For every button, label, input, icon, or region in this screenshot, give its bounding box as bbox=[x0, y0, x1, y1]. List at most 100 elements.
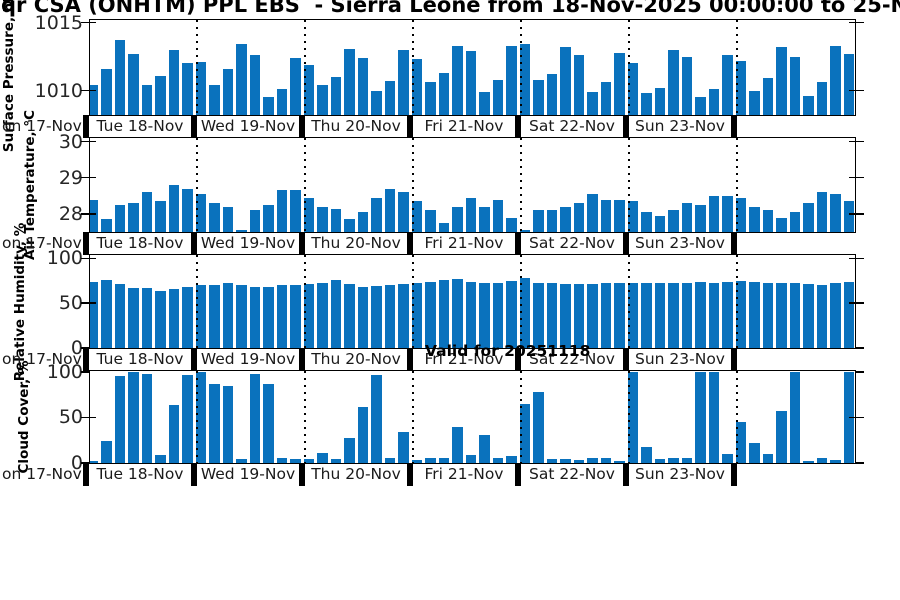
bar bbox=[776, 282, 787, 348]
bar bbox=[749, 281, 760, 348]
bar bbox=[749, 206, 760, 232]
bar bbox=[128, 53, 139, 115]
day-label: Wed 19-Nov bbox=[200, 465, 296, 483]
bar bbox=[843, 201, 855, 232]
bar bbox=[438, 72, 450, 115]
day-label: Wed 19-Nov bbox=[200, 117, 296, 135]
bar bbox=[263, 287, 274, 348]
bar bbox=[411, 59, 423, 115]
axis-tick bbox=[90, 177, 96, 179]
day-label: Thu 20-Nov bbox=[311, 465, 401, 483]
midnight-marker bbox=[623, 115, 629, 138]
subplot-2 bbox=[89, 137, 856, 233]
bar bbox=[384, 285, 396, 348]
bar bbox=[749, 90, 760, 115]
bar bbox=[681, 56, 693, 115]
axis-tick bbox=[849, 416, 855, 419]
bar bbox=[182, 374, 193, 463]
day-boundary-line bbox=[628, 20, 630, 115]
bar bbox=[600, 82, 612, 115]
axis-tick bbox=[849, 177, 855, 179]
bar bbox=[371, 374, 382, 463]
bar bbox=[722, 453, 733, 463]
bar bbox=[276, 285, 288, 348]
bar bbox=[708, 371, 720, 463]
bar bbox=[506, 455, 517, 463]
bar bbox=[398, 432, 409, 463]
midnight-marker bbox=[191, 348, 197, 371]
subplot-3 bbox=[89, 254, 856, 349]
bar bbox=[303, 64, 315, 115]
bar bbox=[357, 406, 369, 463]
bar bbox=[465, 197, 477, 232]
bar bbox=[411, 283, 423, 348]
subplot-1 bbox=[89, 19, 856, 116]
bar bbox=[236, 459, 247, 463]
bar bbox=[411, 201, 423, 232]
bar bbox=[587, 284, 598, 348]
bar bbox=[168, 185, 180, 232]
midnight-marker bbox=[623, 232, 629, 255]
day-boundary-line bbox=[736, 20, 738, 115]
axis-tick bbox=[90, 416, 96, 419]
bar bbox=[573, 460, 585, 463]
bar bbox=[560, 459, 571, 463]
clipped-day-label: on 17-Nov bbox=[2, 350, 82, 368]
bar bbox=[722, 195, 733, 232]
bar bbox=[303, 197, 315, 232]
bar bbox=[587, 458, 598, 463]
axis-tick bbox=[81, 140, 89, 143]
bar bbox=[182, 287, 193, 348]
axis-tick bbox=[856, 416, 864, 419]
day-label: Sat 22-Nov bbox=[529, 117, 615, 135]
bar bbox=[789, 371, 801, 463]
bar bbox=[789, 212, 801, 232]
bar bbox=[614, 199, 625, 232]
bar bbox=[776, 217, 787, 232]
bar bbox=[560, 47, 571, 115]
bar bbox=[452, 278, 463, 348]
bar bbox=[425, 281, 436, 348]
axis-tick bbox=[81, 371, 89, 373]
bar bbox=[263, 383, 274, 463]
bar bbox=[573, 203, 585, 232]
bar bbox=[141, 192, 153, 232]
bar bbox=[371, 197, 382, 232]
day-label-row: on 17-Nov Tue 18-Nov Wed 19-Nov Thu 20-Nov F… bbox=[0, 115, 900, 138]
bar bbox=[546, 459, 558, 463]
bar bbox=[317, 453, 328, 463]
bar bbox=[357, 287, 369, 348]
bar bbox=[290, 190, 301, 232]
bar bbox=[587, 91, 598, 115]
bar bbox=[695, 281, 706, 348]
bar bbox=[317, 85, 328, 115]
bar bbox=[654, 459, 666, 463]
axis-tick bbox=[849, 213, 855, 215]
day-label: Thu 20-Nov bbox=[311, 350, 401, 368]
bar bbox=[803, 203, 814, 232]
bar bbox=[776, 411, 787, 463]
bar bbox=[452, 206, 463, 232]
bar bbox=[654, 87, 666, 115]
bar bbox=[654, 215, 666, 232]
bar bbox=[560, 206, 571, 232]
axis-tick bbox=[849, 22, 855, 24]
bar bbox=[506, 45, 517, 115]
bar bbox=[357, 58, 369, 115]
midnight-marker bbox=[731, 348, 737, 371]
bar bbox=[816, 285, 828, 348]
bar bbox=[708, 195, 720, 232]
bar bbox=[438, 458, 450, 463]
axis-tick bbox=[856, 371, 864, 373]
bar bbox=[492, 79, 504, 115]
bar bbox=[236, 285, 247, 348]
bar bbox=[114, 375, 126, 463]
bar bbox=[830, 283, 841, 348]
bar bbox=[303, 459, 315, 463]
day-boundary-line bbox=[304, 255, 306, 348]
bar bbox=[762, 453, 774, 463]
bar bbox=[830, 460, 841, 463]
bar bbox=[128, 203, 139, 232]
bar bbox=[249, 287, 261, 348]
bar bbox=[506, 280, 517, 348]
